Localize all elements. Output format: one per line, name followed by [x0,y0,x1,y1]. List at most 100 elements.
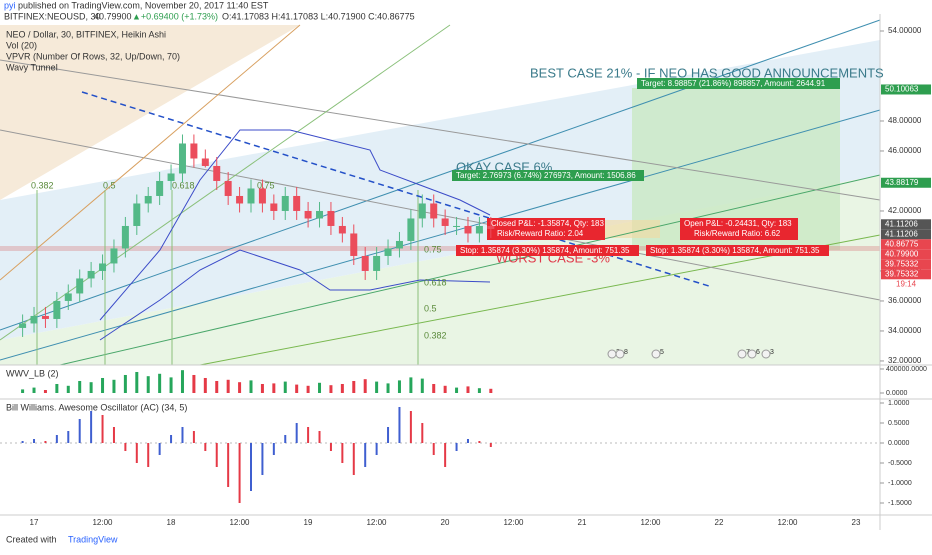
ao-bar [432,443,435,455]
candle-body [373,255,381,271]
volume-bar [375,381,379,393]
y-tick-label: 0.5000 [888,420,910,427]
price-label: 39.75332 [885,269,919,278]
price-label-box [881,269,931,280]
candle-body [293,195,301,211]
price-label-box [881,219,931,230]
candle-body [133,203,141,226]
ao-bar [455,443,458,451]
last-price: 40.79900 [94,11,132,21]
volume-bar [420,378,424,393]
y-tick-label: -1.0000 [888,480,912,487]
candle-body [487,225,495,229]
ao-bar [444,443,447,467]
fib-fan [0,19,881,366]
change: ▲+0.69400 (+1.73%) [132,11,218,21]
event-marker [761,349,771,359]
ao-bar [318,431,321,443]
candle-body [224,180,232,196]
y-tick-label: 1.0000 [888,400,910,407]
pane-title: WWV_LB (2) [6,368,59,378]
ao-bar [112,427,115,443]
symbol: BITFINEX:NEOUSD, 30 [4,11,101,21]
fib-label: 0.618 [424,277,447,287]
y-tick-label: 46.00000 [888,146,922,155]
order-label: Open P&L: -0.24431, Qty: 183 [684,219,792,228]
candle-body [144,195,152,204]
fib-label: 0.618 [172,180,195,190]
candle-body [281,195,289,211]
candle-body [338,225,346,234]
countdown: 19:14 [896,279,917,288]
volume-bar [397,380,401,393]
volume-bar [489,388,493,393]
volume-bar [340,383,344,393]
x-tick-label: 12:00 [777,518,798,527]
event-marker [651,349,661,359]
volume-bar [32,387,36,393]
volume-bar [329,385,333,393]
order-label: Risk/Reward Ratio: 2.04 [497,229,584,238]
ao-bar [147,443,150,467]
candle-body [30,315,38,324]
volume-bar [409,377,413,393]
volume-bar [466,386,470,393]
ao-bar [181,427,184,443]
ao-bar [135,443,138,463]
order-label: Closed P&L: -1.35874, Qty: 183 [491,219,605,228]
price-label: 40.79900 [885,249,919,258]
ao-bar [409,411,412,443]
ao-bar [261,443,264,475]
ao-bar [272,443,275,455]
order-box [680,218,798,240]
volume-bar [432,383,436,393]
ohlc: O:41.17083 H:41.17083 L:40.71900 C:40.86… [222,11,415,21]
candle-body [304,210,312,219]
volume-bar [455,387,459,393]
ao-bar [375,443,378,455]
fib-labels: 0.382 0.5 0.618 0.75 0.75 0.618 0.5 0.38… [31,180,447,340]
volume-bar [43,389,47,393]
y-tick-label: 400000.0000 [886,366,927,373]
fib-label: 0.5 [103,180,116,190]
candle-body [395,240,403,249]
x-tick-label: 22 [715,518,724,527]
price-label: 39.75332 [885,259,919,268]
y-tick-label: 48.00000 [888,116,922,125]
event-marker [737,349,747,359]
ao-bar [204,443,207,451]
candle-body [464,225,472,234]
volume-bar [78,380,82,393]
candle-body [87,270,95,279]
event-marker [747,349,757,359]
order-box [456,245,639,256]
volume-bar [158,373,162,393]
candle-body [407,218,415,241]
ao-bar [170,435,173,443]
fib-label: 0.382 [424,330,447,340]
candle-body [361,255,369,271]
event-marker [607,349,617,359]
candle-body [201,158,209,166]
ao-bar [387,427,390,443]
price-label-box [881,84,931,95]
ao-bar [124,443,127,451]
y-tick-label: 54.00000 [888,26,922,35]
volume-bar [112,379,116,393]
pane-title: Bill Williams. Awesome Oscillator (AC) (… [6,402,187,412]
volume-bar [135,371,139,393]
footer-text: Created with [6,534,57,544]
volume-bar [238,382,242,393]
volume-bar [477,388,481,393]
footer-brand[interactable]: TradingView [68,534,118,544]
candle-body [316,210,324,219]
annotation: BEST CASE 21% - IF NEO HAS GOOD ANNOUNCE… [530,65,884,80]
candle-body [156,180,164,196]
candle-body [258,188,266,204]
ao-bar [21,441,24,443]
ao-bar [78,419,81,443]
candle-body [121,225,129,249]
candle-body [99,263,107,271]
candle-body [441,218,449,226]
